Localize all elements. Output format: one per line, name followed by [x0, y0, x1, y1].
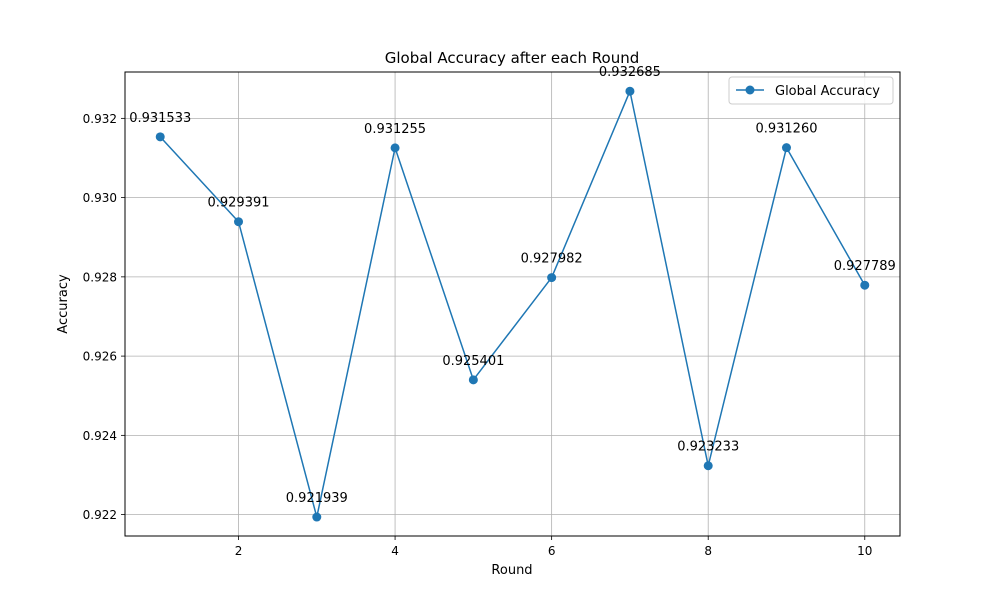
x-tick-label: 8 — [704, 544, 712, 558]
data-label: 0.931533 — [129, 111, 191, 126]
data-label: 0.931255 — [364, 122, 426, 137]
y-tick-label: 0.924 — [83, 429, 117, 443]
data-label: 0.927789 — [834, 259, 896, 274]
y-tick-label: 0.932 — [83, 112, 117, 126]
data-point — [234, 217, 244, 227]
data-point — [860, 280, 870, 290]
y-axis-label: Accuracy — [56, 274, 71, 334]
x-tick-label: 2 — [235, 544, 243, 558]
y-tick-label: 0.922 — [83, 508, 117, 522]
y-tick-label: 0.926 — [83, 350, 117, 364]
series-layer — [155, 86, 870, 522]
legend-marker-icon — [745, 85, 755, 95]
x-tick-label: 6 — [548, 544, 556, 558]
series-line — [159, 90, 866, 518]
plot-frame — [124, 71, 901, 537]
x-tick-label: 4 — [391, 544, 399, 558]
data-point — [703, 461, 713, 471]
data-label: 0.927982 — [521, 252, 583, 267]
data-label: 0.929391 — [207, 196, 269, 211]
x-axis-label: Round — [491, 563, 532, 578]
data-label: 0.921939 — [286, 491, 348, 506]
data-label: 0.925401 — [442, 354, 504, 369]
plot-area — [125, 72, 900, 536]
data-label: 0.923233 — [677, 440, 739, 455]
data-point — [468, 375, 478, 385]
y-axis: 0.922 0.924 0.926 0.928 0.930 0.932 — [83, 112, 125, 522]
legend-entry-label: Global Accuracy — [775, 84, 880, 99]
data-point — [547, 273, 557, 283]
data-point — [625, 86, 635, 96]
legend: Global Accuracy — [728, 76, 894, 105]
data-point — [155, 132, 165, 142]
y-tick-label: 0.928 — [83, 270, 117, 284]
data-label: 0.931260 — [755, 122, 817, 137]
data-labels: 0.931533 0.929391 0.921939 0.931255 0.925401… — [129, 65, 896, 506]
data-point — [781, 143, 791, 153]
x-axis: 2 4 6 8 10 — [235, 536, 872, 558]
data-point — [312, 512, 322, 522]
data-point — [390, 143, 400, 153]
y-tick-label: 0.930 — [83, 191, 117, 205]
data-label: 0.932685 — [599, 65, 661, 80]
chart-title: Global Accuracy after each Round — [385, 49, 640, 67]
x-tick-label: 10 — [857, 544, 872, 558]
grid-lines — [125, 72, 900, 536]
legend-box — [728, 76, 894, 105]
